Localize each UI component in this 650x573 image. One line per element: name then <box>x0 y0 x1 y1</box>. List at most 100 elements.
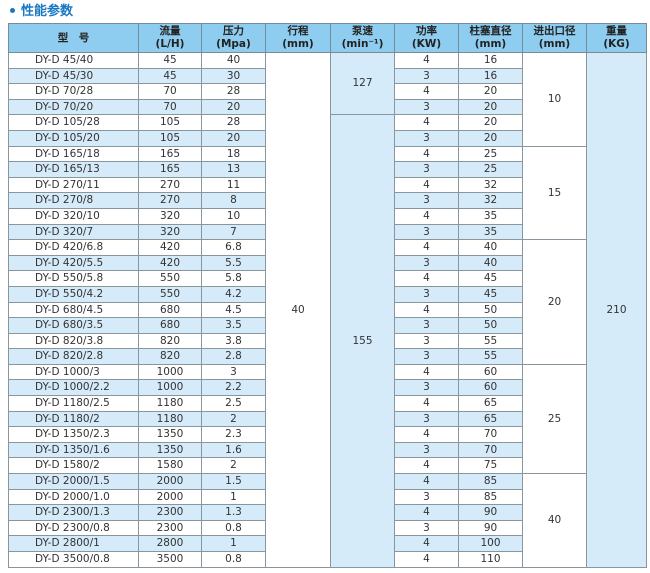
model-cell: DY-D 1580/2 <box>8 457 139 475</box>
section-title: 性能参数 <box>6 2 73 22</box>
power-cell: 3 <box>394 348 459 365</box>
flow-cell: 70 <box>138 83 202 100</box>
model-cell: DY-D 3500/0.8 <box>8 551 139 568</box>
flow-cell: 105 <box>138 114 202 131</box>
power-cell: 4 <box>394 176 459 194</box>
table-row: DY-D 2300/0.8 2300 0.8 3 90 <box>8 519 647 537</box>
flow-cell: 1180 <box>138 395 202 412</box>
plunger-diameter-cell: 40 <box>458 254 523 272</box>
flow-cell: 165 <box>138 145 202 163</box>
model-cell: DY-D 680/4.5 <box>8 301 139 319</box>
plunger-diameter-cell: 20 <box>458 83 523 100</box>
model-cell: DY-D 45/30 <box>8 67 139 85</box>
pressure-cell: 1 <box>201 488 266 506</box>
plunger-diameter-cell: 35 <box>458 207 523 225</box>
pressure-cell: 40 <box>201 52 266 69</box>
header-unit: (min⁻¹) <box>341 38 384 50</box>
port-diameter-cell: 15 <box>522 145 587 241</box>
pressure-cell: 1.3 <box>201 504 266 521</box>
column-header: 流量 (L/H) <box>138 23 202 53</box>
model-cell: DY-D 1000/3 <box>8 363 139 381</box>
model-cell: DY-D 2800/1 <box>8 535 139 552</box>
plunger-diameter-cell: 65 <box>458 395 523 412</box>
pump-speed-cell: 155 <box>330 114 395 568</box>
pressure-cell: 3.8 <box>201 332 266 350</box>
header-label: 压力 <box>223 25 244 37</box>
model-cell: DY-D 1350/1.6 <box>8 441 139 459</box>
flow-cell: 45 <box>138 67 202 85</box>
model-cell: DY-D 420/5.5 <box>8 254 139 272</box>
model-cell: DY-D 320/7 <box>8 223 139 241</box>
table-row: DY-D 270/8 270 8 3 32 <box>8 192 647 209</box>
model-cell: DY-D 70/28 <box>8 83 139 100</box>
power-cell: 3 <box>394 332 459 350</box>
model-cell: DY-D 420/6.8 <box>8 239 139 256</box>
power-cell: 4 <box>394 535 459 552</box>
table-row: DY-D 105/28 105 28 155 4 20 <box>8 114 647 568</box>
plunger-diameter-cell: 35 <box>458 223 523 241</box>
plunger-diameter-cell: 32 <box>458 192 523 209</box>
power-cell: 3 <box>394 519 459 537</box>
section-title-text: 性能参数 <box>21 4 74 19</box>
header-label: 进出口径 <box>533 25 576 37</box>
table-row: DY-D 3500/0.8 3500 0.8 4 110 <box>8 551 647 568</box>
flow-cell: 45 <box>138 52 202 69</box>
flow-cell: 550 <box>138 285 202 303</box>
table-row: DY-D 45/40 45 40 40 127 4 16 10 210 <box>8 51 647 568</box>
flow-cell: 820 <box>138 332 202 350</box>
plunger-diameter-cell: 60 <box>458 363 523 381</box>
pressure-cell: 4.5 <box>201 301 266 319</box>
bullet-icon <box>10 8 15 13</box>
port-diameter-cell: 40 <box>522 473 587 568</box>
table-row: DY-D 1350/1.6 1350 1.6 3 70 <box>8 441 647 459</box>
table-row: DY-D 2000/1.0 2000 1 3 85 <box>8 488 647 506</box>
model-cell: DY-D 1180/2 <box>8 410 139 428</box>
column-header: 功率 (KW) <box>394 23 459 53</box>
header-unit: (mm) <box>538 38 571 50</box>
model-cell: DY-D 105/28 <box>8 114 139 131</box>
power-cell: 3 <box>394 161 459 178</box>
flow-cell: 2000 <box>138 473 202 490</box>
power-cell: 4 <box>394 207 459 225</box>
table-row: DY-D 45/30 45 30 3 16 <box>8 67 647 85</box>
weight-cell: 210 <box>586 52 647 568</box>
header-label: 流量 <box>159 25 181 37</box>
port-diameter-cell: 25 <box>522 363 587 475</box>
pressure-cell: 28 <box>201 114 266 131</box>
table-row: DY-D 1180/2 1180 2 3 65 <box>8 410 647 428</box>
pressure-cell: 2 <box>201 457 266 475</box>
flow-cell: 105 <box>138 129 202 147</box>
power-cell: 4 <box>394 426 459 443</box>
model-cell: DY-D 2000/1.0 <box>8 488 139 506</box>
flow-cell: 1000 <box>138 379 202 397</box>
power-cell: 4 <box>394 473 459 490</box>
pressure-cell: 2.5 <box>201 395 266 412</box>
table-row: DY-D 105/20 105 20 3 20 <box>8 129 647 147</box>
flow-cell: 420 <box>138 254 202 272</box>
power-cell: 3 <box>394 379 459 397</box>
plunger-diameter-cell: 50 <box>458 301 523 319</box>
power-cell: 4 <box>394 52 459 69</box>
port-diameter-cell: 10 <box>522 52 587 147</box>
model-cell: DY-D 2000/1.5 <box>8 473 139 490</box>
pressure-cell: 7 <box>201 223 266 241</box>
model-cell: DY-D 550/5.8 <box>8 270 139 287</box>
model-cell: DY-D 1000/2.2 <box>8 379 139 397</box>
model-cell: DY-D 270/8 <box>8 192 139 209</box>
pressure-cell: 13 <box>201 161 266 178</box>
power-cell: 4 <box>394 301 459 319</box>
flow-cell: 680 <box>138 317 202 334</box>
table-row: DY-D 1580/2 1580 2 4 75 <box>8 457 647 475</box>
table-row: DY-D 2000/1.5 2000 1.5 4 85 40 <box>8 473 647 568</box>
power-cell: 4 <box>394 504 459 521</box>
pressure-cell: 8 <box>201 192 266 209</box>
table-row: DY-D 1000/2.2 1000 2.2 3 60 <box>8 379 647 397</box>
column-header: 压力 (Mpa) <box>201 23 266 53</box>
pressure-cell: 2.3 <box>201 426 266 443</box>
power-cell: 4 <box>394 270 459 287</box>
table-row: DY-D 550/4.2 550 4.2 3 45 <box>8 285 647 303</box>
header-row: 型 号流量 (L/H) 压力 (Mpa) 行程 (mm) 泵速 (min⁻¹) 功率 (KW) 柱塞… <box>8 23 647 53</box>
pressure-cell: 20 <box>201 129 266 147</box>
plunger-diameter-cell: 90 <box>458 519 523 537</box>
model-cell: DY-D 680/3.5 <box>8 317 139 334</box>
